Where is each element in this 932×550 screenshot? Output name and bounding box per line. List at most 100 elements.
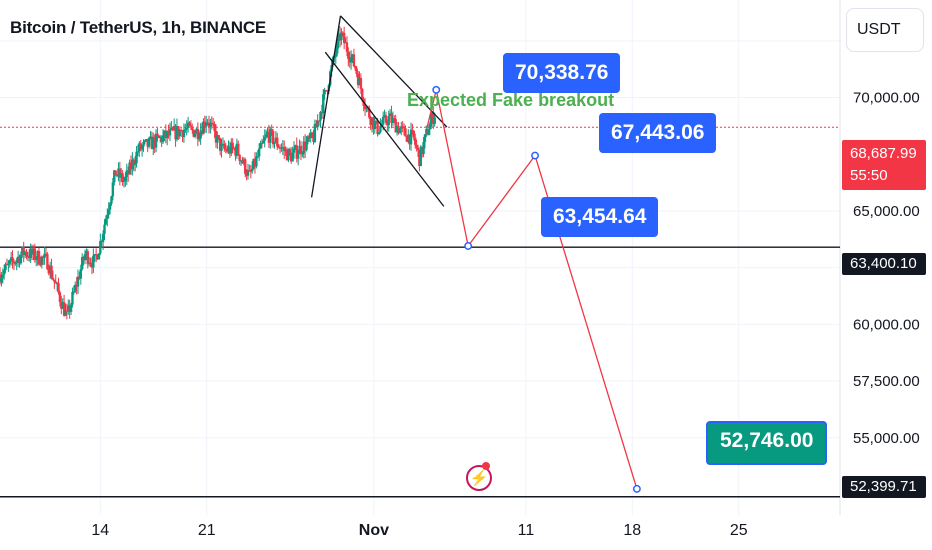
candle-body xyxy=(273,141,276,145)
candle-body xyxy=(280,147,283,149)
candle-body xyxy=(299,145,303,155)
candle-body xyxy=(213,123,216,131)
candle-body xyxy=(209,122,212,127)
candle-body xyxy=(182,129,186,138)
callout-target-4[interactable]: 52,746.00 xyxy=(706,421,828,465)
candle-body xyxy=(159,137,162,139)
candle-body xyxy=(422,141,425,155)
candle-body xyxy=(310,132,314,137)
candle-body xyxy=(216,135,219,143)
candle-body xyxy=(237,143,240,155)
candle-body xyxy=(298,145,301,154)
candle-body xyxy=(97,253,101,260)
candle-body xyxy=(411,129,414,131)
candle-body xyxy=(292,148,296,153)
candle-body xyxy=(384,115,388,123)
candle-body xyxy=(107,209,110,215)
candle-body xyxy=(358,77,361,86)
candle-body xyxy=(433,117,436,124)
candle-body xyxy=(153,137,156,148)
candle-body xyxy=(296,153,300,159)
candle-body xyxy=(355,68,358,75)
projection-point xyxy=(432,85,441,94)
candle-body xyxy=(60,301,63,309)
candle-body xyxy=(228,146,232,154)
candle-body xyxy=(242,159,246,164)
candle-body xyxy=(266,131,269,135)
candle-body xyxy=(50,265,53,278)
callout-target-3[interactable]: 63,454.64 xyxy=(541,197,659,237)
candle-body xyxy=(263,137,266,141)
candle-body xyxy=(92,255,95,268)
candle-body xyxy=(157,135,161,138)
candle-body xyxy=(181,130,184,138)
candle-body xyxy=(87,262,91,265)
candle-body xyxy=(156,133,159,136)
candle-body xyxy=(33,248,37,260)
candle-body xyxy=(255,156,258,167)
candle-body xyxy=(386,122,389,126)
candle-body xyxy=(397,126,400,134)
candle-body xyxy=(4,264,7,270)
candle-body xyxy=(54,281,57,284)
candle-body xyxy=(326,90,329,92)
candle-body xyxy=(239,160,243,162)
candle-body xyxy=(129,162,133,170)
candle-body xyxy=(416,147,420,151)
lightning-icon[interactable]: ⚡ xyxy=(466,465,492,491)
candle-body xyxy=(104,218,108,225)
callout-target-1[interactable]: 70,338.76 xyxy=(503,53,621,93)
candle-body xyxy=(206,122,209,124)
candle-body xyxy=(412,130,416,138)
candle-body xyxy=(86,251,89,265)
candle-body xyxy=(253,158,257,167)
candle-body xyxy=(167,131,170,136)
candle-body xyxy=(303,141,307,151)
x-tick-label: 14 xyxy=(91,522,109,539)
candle-body xyxy=(8,260,11,264)
candle-body xyxy=(126,170,130,175)
candle-body xyxy=(83,254,87,261)
candle-body xyxy=(409,129,413,145)
current-price-label: 68,687.99 xyxy=(850,145,917,162)
candle-body xyxy=(58,292,62,302)
candle-body xyxy=(342,32,346,44)
candle-body xyxy=(171,127,174,131)
candle-body xyxy=(1,274,4,278)
candle-body xyxy=(402,126,406,129)
candle-body xyxy=(0,277,3,283)
candle-body xyxy=(115,175,119,177)
candle-body xyxy=(163,130,166,136)
candle-body xyxy=(338,33,342,41)
candle-body xyxy=(270,129,273,132)
candle-body xyxy=(149,136,152,139)
candle-body xyxy=(179,130,183,132)
candle-body xyxy=(278,147,282,149)
candle-body xyxy=(246,170,250,176)
candle-body xyxy=(62,302,66,316)
candle-body xyxy=(418,150,421,167)
candle-body xyxy=(133,163,137,165)
candle-body xyxy=(85,251,88,255)
candle-body xyxy=(152,137,155,150)
candle-body xyxy=(420,146,424,155)
candle-body xyxy=(225,149,229,152)
candle-body xyxy=(131,159,134,170)
candle-body xyxy=(53,279,56,282)
candle-body xyxy=(160,137,163,143)
candle-body xyxy=(78,276,81,279)
candle-body xyxy=(175,126,179,140)
currency-selector[interactable]: USDT xyxy=(846,8,924,52)
candle-body xyxy=(394,119,397,133)
candle-body xyxy=(361,88,364,100)
candle-body xyxy=(23,251,27,255)
candle-body xyxy=(41,256,45,258)
candle-body xyxy=(269,129,272,143)
candle-body xyxy=(315,123,318,127)
callout-target-2[interactable]: 67,443.06 xyxy=(599,113,717,153)
candle-body xyxy=(132,159,135,165)
candle-body xyxy=(47,269,50,274)
candle-body xyxy=(72,291,76,293)
candle-body xyxy=(430,113,434,122)
